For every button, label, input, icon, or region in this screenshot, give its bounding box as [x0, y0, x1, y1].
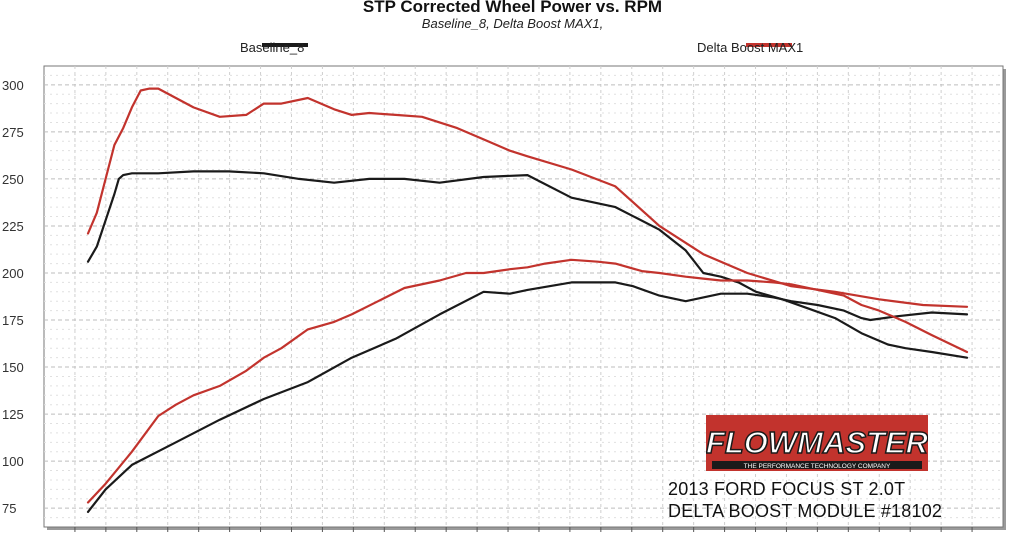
legend-swatch-baseline — [262, 43, 308, 47]
vehicle-caption: 2013 FORD FOCUS ST 2.0T DELTA BOOST MODU… — [668, 478, 942, 522]
y-tick-label: 250 — [2, 172, 24, 187]
y-tick-label: 75 — [2, 501, 16, 516]
y-tick-label: 225 — [2, 219, 24, 234]
series-line-baseline-8-power — [86, 170, 969, 359]
y-tick-label: 150 — [2, 360, 24, 375]
y-tick-label: 175 — [2, 313, 24, 328]
logo-wordmark: FLOWMASTER — [706, 425, 928, 460]
y-tick-label: 100 — [2, 454, 24, 469]
caption-line-module: DELTA BOOST MODULE #18102 — [668, 501, 943, 521]
logo-tagline-bar — [712, 461, 922, 469]
series-line-delta-boost-max1-torque — [86, 258, 969, 504]
legend-swatch-delta-boost — [746, 43, 792, 47]
y-tick-label: 200 — [2, 266, 24, 281]
y-tick-label: 300 — [2, 78, 24, 93]
series-line-delta-boost-max1-power — [86, 87, 969, 308]
y-tick-label: 275 — [2, 125, 24, 140]
legend-label-delta-boost: Delta Boost MAX1 — [697, 40, 804, 55]
chart-subtitle: Baseline_8, Delta Boost MAX1, — [421, 16, 604, 31]
y-tick-label: 125 — [2, 407, 24, 422]
logo-tagline: THE PERFORMANCE TECHNOLOGY COMPANY — [744, 463, 891, 470]
series-line-baseline-8-torque — [86, 281, 969, 513]
caption-line-vehicle: 2013 FORD FOCUS ST 2.0T — [668, 479, 906, 499]
legend-label-baseline: Baseline_8 — [240, 40, 305, 55]
flowmaster-logo: FLOWMASTER THE PERFORMANCE TECHNOLOGY CO… — [705, 415, 929, 471]
chart-title: STP Corrected Wheel Power vs. RPM — [362, 0, 663, 16]
